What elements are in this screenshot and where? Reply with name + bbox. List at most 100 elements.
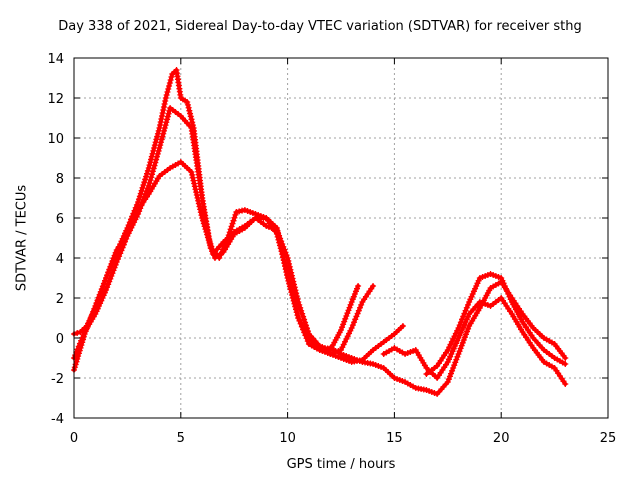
data-point-marker (74, 346, 81, 353)
data-point-marker (92, 305, 99, 311)
data-point-marker (138, 187, 145, 194)
data-point-marker (130, 217, 137, 224)
data-point-marker (450, 365, 457, 371)
data-point-marker (96, 294, 103, 301)
data-point-marker (286, 283, 293, 290)
data-point-marker (164, 116, 171, 123)
data-point-marker (110, 255, 117, 262)
data-point-marker (444, 347, 451, 353)
data-point-marker (149, 150, 156, 157)
data-point-marker (114, 256, 121, 263)
data-point-marker (285, 277, 292, 284)
series-track-c (71, 159, 406, 365)
data-point-marker (151, 142, 158, 149)
data-point-marker (296, 301, 303, 308)
data-point-marker (351, 291, 358, 297)
data-point-marker (300, 313, 307, 320)
data-layer (71, 67, 569, 397)
data-point-marker (451, 362, 458, 369)
data-point-marker (161, 127, 168, 134)
data-point-marker (199, 215, 206, 221)
data-point-marker (149, 171, 156, 178)
y-tick-label: 8 (56, 172, 64, 187)
data-point-marker (154, 150, 161, 157)
data-point-marker (301, 329, 308, 336)
data-point-marker (372, 362, 379, 368)
data-point-marker (455, 351, 462, 357)
data-point-marker (107, 275, 114, 282)
data-point-marker (375, 363, 382, 369)
data-point-marker (354, 357, 361, 363)
y-tick-label: 6 (56, 212, 64, 227)
data-point-marker (454, 327, 461, 334)
data-point-marker (197, 206, 204, 213)
data-point-marker (404, 350, 411, 356)
data-point-marker (454, 337, 461, 344)
data-point-marker (133, 209, 140, 216)
data-point-marker (106, 266, 113, 273)
data-point-marker (479, 274, 486, 280)
data-point-marker (231, 214, 238, 221)
plot-frame (73, 57, 609, 419)
data-point-marker (340, 341, 347, 348)
data-point-marker (153, 136, 160, 143)
data-point-marker (108, 261, 115, 267)
data-point-marker (444, 379, 451, 385)
data-point-marker (72, 352, 79, 359)
data-point-marker (349, 322, 356, 329)
data-point-marker (348, 325, 355, 331)
data-point-marker (460, 324, 467, 331)
grid-layer (74, 58, 608, 418)
data-point-marker (410, 348, 417, 354)
data-point-marker (201, 223, 208, 230)
data-point-marker (94, 299, 101, 306)
data-point-marker (484, 302, 491, 308)
data-point-marker (448, 338, 455, 345)
data-point-marker (207, 242, 214, 249)
data-point-marker (463, 304, 470, 311)
data-point-marker (110, 267, 117, 274)
data-point-marker (457, 319, 464, 326)
data-point-marker (206, 239, 213, 246)
data-point-marker (150, 165, 157, 172)
data-point-marker (203, 228, 210, 235)
data-point-marker (460, 313, 467, 320)
y-tick-label: 14 (47, 52, 64, 67)
data-point-marker (341, 318, 348, 325)
data-point-marker (378, 364, 385, 370)
data-point-marker (448, 370, 455, 377)
data-point-marker (399, 378, 406, 384)
data-point-marker (241, 207, 248, 213)
data-point-marker (124, 231, 131, 237)
series-track-d (305, 279, 569, 397)
data-point-marker (190, 177, 197, 184)
data-point-marker (103, 275, 110, 281)
data-point-marker (490, 272, 497, 278)
data-point-marker (137, 190, 144, 197)
data-point-marker (455, 335, 462, 341)
data-point-marker (141, 179, 148, 186)
y-tick-label: 10 (47, 132, 64, 147)
series-line (72, 68, 361, 372)
data-point-marker (505, 291, 512, 297)
data-point-marker (155, 127, 162, 134)
data-point-marker (293, 309, 300, 316)
data-point-marker (492, 273, 499, 279)
y-tick-label: -4 (51, 412, 64, 427)
data-point-marker (131, 215, 138, 221)
data-point-marker (80, 331, 87, 338)
data-point-marker (195, 200, 202, 207)
data-point-marker (296, 317, 303, 324)
data-point-marker (407, 349, 414, 355)
data-point-marker (370, 361, 377, 367)
chart-title: Day 338 of 2021, Sidereal Day-to-day VTE… (58, 19, 582, 34)
data-point-marker (289, 292, 296, 299)
data-point-marker (135, 196, 142, 203)
data-point-marker (249, 210, 256, 216)
data-point-marker (154, 133, 161, 140)
data-point-marker (327, 351, 334, 357)
data-point-marker (349, 296, 356, 303)
data-point-marker (498, 275, 505, 281)
data-point-marker (147, 177, 154, 184)
data-point-marker (445, 376, 452, 383)
